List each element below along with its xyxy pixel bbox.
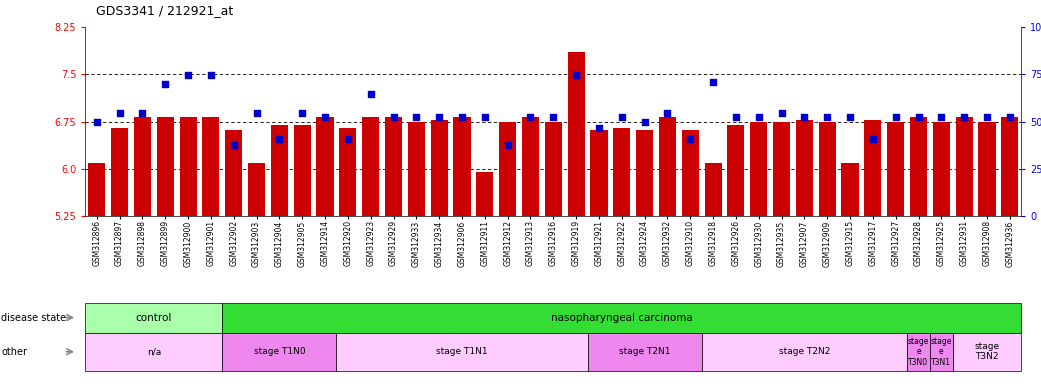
Bar [705, 162, 721, 216]
Point [385, 114, 402, 120]
Bar [933, 122, 949, 216]
Bar [682, 130, 699, 216]
Point [431, 114, 448, 120]
Bar [751, 122, 767, 216]
Text: stage
T3N2: stage T3N2 [974, 342, 999, 361]
Bar [1001, 117, 1018, 216]
Bar [408, 122, 425, 216]
Text: stage T2N1: stage T2N1 [618, 347, 670, 356]
Point [523, 114, 539, 120]
Point [454, 114, 471, 120]
Bar [544, 122, 562, 216]
Point [819, 114, 836, 120]
Bar [522, 117, 539, 216]
Bar [134, 117, 151, 216]
Bar [385, 117, 402, 216]
Text: control: control [135, 313, 172, 323]
Point [751, 114, 767, 120]
Point [910, 114, 926, 120]
Bar [795, 120, 813, 216]
Bar [636, 130, 653, 216]
Bar [202, 117, 220, 216]
Bar [362, 117, 379, 216]
Point [180, 73, 197, 79]
Point [362, 91, 379, 98]
Bar [956, 117, 972, 216]
Text: stage T1N0: stage T1N0 [254, 347, 305, 356]
Text: disease state: disease state [1, 313, 67, 323]
Bar [248, 162, 265, 216]
Point [705, 79, 721, 85]
Bar [339, 128, 356, 216]
Point [88, 119, 105, 125]
Bar [728, 125, 744, 216]
Bar [910, 117, 928, 216]
Point [294, 110, 310, 116]
Point [1001, 114, 1018, 120]
Bar [294, 125, 311, 216]
Text: stage T2N2: stage T2N2 [779, 347, 830, 356]
Bar [841, 162, 859, 216]
Point [545, 114, 562, 120]
Bar [179, 117, 197, 216]
Bar [773, 122, 790, 216]
Point [659, 110, 676, 116]
Point [248, 110, 264, 116]
Point [956, 114, 972, 120]
Text: stage
e
T3N0: stage e T3N0 [908, 337, 930, 367]
Point [842, 114, 859, 120]
Bar [979, 122, 995, 216]
Bar [225, 130, 243, 216]
Point [933, 114, 949, 120]
Bar [613, 128, 631, 216]
Bar [88, 162, 105, 216]
Point [316, 114, 333, 120]
Point [567, 73, 584, 79]
Bar [431, 120, 448, 216]
Bar [659, 117, 676, 216]
Bar [454, 117, 471, 216]
Text: stage
e
T3N1: stage e T3N1 [931, 337, 953, 367]
Text: nasopharyngeal carcinoma: nasopharyngeal carcinoma [551, 313, 692, 323]
Point [408, 114, 425, 120]
Point [613, 114, 630, 120]
Point [773, 110, 790, 116]
Text: stage T1N1: stage T1N1 [436, 347, 488, 356]
Text: other: other [1, 347, 27, 357]
Point [796, 114, 813, 120]
Bar [887, 122, 905, 216]
Point [590, 125, 607, 131]
Point [226, 142, 243, 148]
Point [203, 73, 220, 79]
Point [134, 110, 151, 116]
Point [500, 142, 516, 148]
Bar [476, 172, 493, 216]
Point [339, 136, 356, 142]
Point [728, 114, 744, 120]
Point [864, 136, 881, 142]
Point [477, 114, 493, 120]
Text: GDS3341 / 212921_at: GDS3341 / 212921_at [96, 4, 233, 17]
Bar [590, 130, 608, 216]
Bar [499, 122, 516, 216]
Point [111, 110, 128, 116]
Bar [157, 117, 174, 216]
Point [887, 114, 904, 120]
Text: n/a: n/a [147, 347, 161, 356]
Bar [111, 128, 128, 216]
Point [271, 136, 287, 142]
Bar [818, 122, 836, 216]
Bar [271, 125, 288, 216]
Bar [567, 52, 585, 216]
Bar [864, 120, 882, 216]
Point [682, 136, 699, 142]
Point [157, 81, 174, 87]
Point [979, 114, 995, 120]
Point [636, 119, 653, 125]
Bar [316, 117, 333, 216]
